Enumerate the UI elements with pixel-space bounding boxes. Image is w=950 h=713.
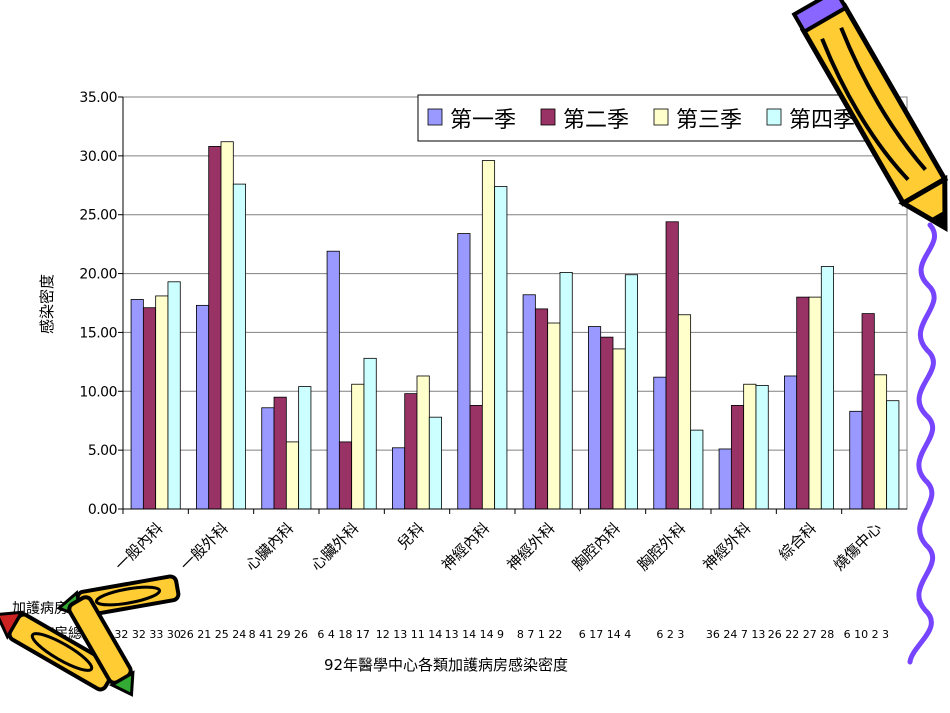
row-value: 26 21 25 24 bbox=[180, 628, 246, 641]
bar-第四季-胸腔內科 bbox=[624, 274, 638, 510]
x-tick-label: 神經外科 bbox=[503, 519, 558, 574]
legend-swatch bbox=[540, 108, 556, 126]
bar-第二季-兒科 bbox=[404, 393, 418, 510]
bar-第三季-胸腔外科 bbox=[677, 314, 692, 510]
legend-label: 第二季 bbox=[563, 108, 629, 133]
bar-第二季-胸腔內科 bbox=[600, 336, 614, 510]
x-tick-label: 一般內科 bbox=[111, 519, 166, 574]
bar-第四季-心臟外科 bbox=[363, 357, 377, 510]
y-tick-label: 15.00 bbox=[79, 325, 117, 341]
bar-第一季-燒傷中心 bbox=[849, 410, 863, 510]
row-value: 6 2 3 bbox=[656, 628, 684, 641]
bar-第三季-一般外科 bbox=[220, 141, 234, 510]
bar-第三季-一般內科 bbox=[155, 295, 169, 510]
bar-第二季-神經內科 bbox=[469, 405, 483, 510]
bar-第一季-胸腔外科 bbox=[653, 376, 667, 510]
row-value: 12 13 11 14 bbox=[376, 628, 442, 641]
bar-第四季-神經內科 bbox=[494, 186, 508, 510]
bar-第三季-心臟外科 bbox=[351, 383, 365, 510]
bar-第四季-一般外科 bbox=[232, 183, 247, 510]
legend-swatch bbox=[653, 108, 669, 126]
squiggle-decoration bbox=[907, 222, 938, 665]
bar-第三季-心臟內科 bbox=[285, 441, 300, 510]
y-tick-label: 0.00 bbox=[88, 502, 117, 518]
bar-第二季-心臟內科 bbox=[273, 396, 287, 510]
chart-title: 92年醫學中心各類加護病房感染密度 bbox=[324, 656, 568, 674]
bar-第一季-心臟內科 bbox=[261, 407, 275, 510]
bar-第三季-神經內科 bbox=[481, 160, 496, 510]
legend-label: 第四季 bbox=[789, 108, 855, 133]
bar-第二季-神經外科 bbox=[730, 405, 745, 510]
plot-area bbox=[122, 96, 908, 510]
legend-swatch bbox=[427, 108, 443, 126]
legend-swatch bbox=[766, 108, 782, 126]
bar-第二季-綜合科 bbox=[796, 296, 810, 510]
x-tick-label: 胸腔內科 bbox=[569, 519, 624, 574]
y-tick-label: 5.00 bbox=[88, 443, 117, 459]
pencil-icon bbox=[791, 0, 949, 232]
bar-第一季-一般內科 bbox=[130, 299, 144, 510]
legend-label: 第三季 bbox=[676, 108, 742, 133]
bar-第一季-神經內科 bbox=[457, 233, 471, 510]
bar-第一季-神經外科 bbox=[718, 448, 732, 510]
bar-第二季-胸腔外科 bbox=[665, 221, 679, 510]
bar-第三季-神經外科 bbox=[547, 322, 561, 510]
bar-第四季-兒科 bbox=[428, 416, 442, 510]
row-value: 32 32 33 30 bbox=[114, 628, 180, 641]
y-tick-label: 30.00 bbox=[79, 149, 117, 165]
row-value: 13 14 14 9 bbox=[445, 628, 504, 641]
bar-第一季-心臟外科 bbox=[326, 250, 340, 510]
bar-第二季-心臟外科 bbox=[338, 441, 353, 510]
bar-第一季-胸腔內科 bbox=[588, 326, 602, 510]
x-tick-label: 燒傷中心 bbox=[830, 519, 885, 574]
bar-第一季-綜合科 bbox=[784, 375, 798, 510]
bar-第四季-神經外科 bbox=[559, 271, 573, 510]
bar-第四季-心臟內科 bbox=[298, 386, 312, 510]
bar-第一季-神經外科 bbox=[522, 294, 536, 510]
y-tick-label: 35.00 bbox=[79, 90, 117, 106]
y-tick-label: 20.00 bbox=[79, 267, 117, 283]
crayons-icon bbox=[0, 574, 181, 697]
y-axis-label: 感染密度 bbox=[38, 274, 56, 334]
x-tick-label: 神經外科 bbox=[699, 519, 754, 574]
row-value: 6 10 2 3 bbox=[844, 628, 889, 641]
row-value: 6 4 18 17 bbox=[317, 628, 369, 641]
x-tick-label: 兒科 bbox=[394, 519, 428, 553]
bar-第四季-神經外科 bbox=[755, 384, 769, 510]
row-value: 8 41 29 26 bbox=[249, 628, 308, 641]
x-tick-label: 胸腔外科 bbox=[634, 519, 689, 574]
bar-第三季-燒傷中心 bbox=[873, 374, 888, 510]
bar-第三季-兒科 bbox=[416, 375, 430, 510]
x-tick-label: 一般外科 bbox=[177, 519, 232, 574]
bar-第二季-神經外科 bbox=[534, 308, 549, 510]
bar-第四季-胸腔外科 bbox=[690, 429, 704, 510]
x-tick-label: 心臟內科 bbox=[242, 519, 297, 574]
bar-第四季-一般內科 bbox=[167, 281, 181, 510]
x-tick-label: 綜合科 bbox=[775, 519, 820, 564]
bar-第二季-一般內科 bbox=[142, 307, 157, 510]
row-value: 36 24 7 13 bbox=[706, 628, 765, 641]
bar-第二季-燒傷中心 bbox=[861, 313, 875, 510]
bar-第三季-胸腔內科 bbox=[612, 348, 626, 510]
row-value: 26 22 27 28 bbox=[768, 628, 834, 641]
x-tick-label: 神經內科 bbox=[438, 519, 493, 574]
y-tick-label: 25.00 bbox=[79, 208, 117, 224]
row-value: 8 7 1 22 bbox=[517, 628, 562, 641]
legend-box bbox=[417, 94, 871, 142]
bar-第一季-一般外科 bbox=[195, 304, 210, 510]
bar-第三季-綜合科 bbox=[808, 296, 822, 510]
row-value: 6 17 14 4 bbox=[579, 628, 631, 641]
x-tick-label: 心臟外科 bbox=[307, 519, 362, 574]
bar-第三季-神經外科 bbox=[743, 383, 757, 510]
bar-第四季-綜合科 bbox=[820, 266, 834, 510]
bar-第一季-兒科 bbox=[391, 447, 406, 510]
legend-label: 第一季 bbox=[450, 108, 516, 133]
bar-第二季-一般外科 bbox=[208, 146, 222, 510]
y-tick-label: 10.00 bbox=[79, 384, 117, 400]
bar-第四季-燒傷中心 bbox=[886, 400, 900, 510]
